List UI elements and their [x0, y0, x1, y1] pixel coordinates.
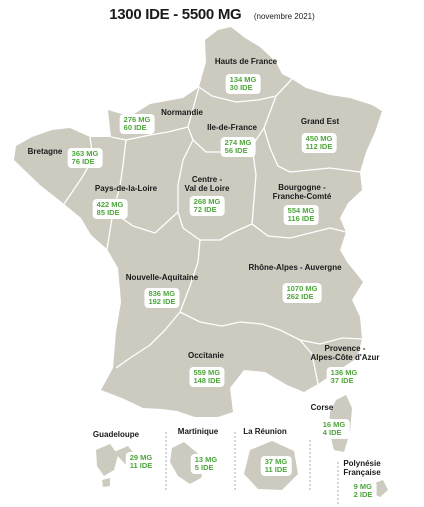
mg-count: 29 MG: [129, 453, 153, 462]
region-values-normandie: 276 MG 60 IDE: [119, 114, 155, 134]
mg-count: 450 MG: [305, 134, 333, 143]
mg-count: 13 MG: [194, 455, 218, 464]
mg-count: 1070 MG: [286, 284, 318, 293]
region-label-rhone-alpes-auvergne: Rhône-Alpes - Auvergne: [248, 263, 342, 272]
region-label-grand-est: Grand Est: [300, 117, 340, 126]
ide-count: 85 IDE: [96, 208, 120, 217]
region-values-polynesie-francaise: 9 MG 2 IDE: [349, 481, 377, 501]
region-values-martinique: 13 MG 5 IDE: [190, 454, 222, 474]
region-values-centre-val-de-loire: 268 MG 72 IDE: [189, 196, 225, 216]
region-borders: [63, 78, 363, 385]
region-label-normandie: Normandie: [161, 108, 203, 117]
region-label-pays-de-la-loire: Pays-de-la-Loire: [94, 184, 158, 193]
region-label-bretagne: Bretagne: [27, 147, 63, 156]
mg-count: 836 MG: [148, 289, 176, 298]
mg-count: 276 MG: [123, 115, 151, 124]
ide-count: 262 IDE: [286, 292, 314, 301]
region-values-provence-alpes-cote-d-azur: 136 MG 37 IDE: [326, 367, 362, 387]
region-label-hauts-de-france: Hauts de France: [214, 57, 278, 66]
mg-count: 134 MG: [229, 75, 257, 84]
region-values-pays-de-la-loire: 422 MG 85 IDE: [92, 199, 128, 219]
mg-count: 559 MG: [193, 368, 221, 377]
ide-count: 37 IDE: [330, 376, 354, 385]
ide-count: 192 IDE: [148, 297, 176, 306]
region-values-la-reunion: 37 MG 11 IDE: [260, 456, 292, 476]
region-values-hauts-de-france: 134 MG 30 IDE: [225, 74, 261, 94]
ide-count: 60 IDE: [123, 123, 147, 132]
region-values-bourgogne-franche-comte: 554 MG 116 IDE: [283, 205, 319, 225]
region-label-provence-alpes-cote-d-azur: Provence - Alpes-Côte d'Azur: [310, 344, 380, 362]
ide-count: 30 IDE: [229, 83, 253, 92]
mg-count: 37 MG: [264, 457, 288, 466]
region-values-corse: 16 MG 4 IDE: [318, 419, 350, 439]
ide-count: 11 IDE: [264, 465, 288, 474]
region-values-rhone-alpes-auvergne: 1070 MG 262 IDE: [282, 283, 322, 303]
ide-count: 4 IDE: [322, 428, 342, 437]
region-label-nouvelle-aquitaine: Nouvelle-Aquitaine: [125, 273, 199, 282]
mg-count: 9 MG: [353, 482, 372, 491]
region-values-occitanie: 559 MG 148 IDE: [189, 367, 225, 387]
region-values-ile-de-france: 274 MG 56 IDE: [220, 137, 256, 157]
region-label-bourgogne-franche-comte: Bourgogne - Franche-Comté: [272, 183, 332, 201]
mg-count: 363 MG: [71, 149, 99, 158]
title-main: 1300 IDE - 5500 MG: [109, 6, 242, 23]
region-label-guadeloupe: Guadeloupe: [92, 430, 140, 439]
region-label-la-reunion: La Réunion: [243, 427, 287, 436]
region-label-polynesie-francaise: Polynésie Française: [343, 459, 381, 477]
ide-count: 148 IDE: [193, 376, 221, 385]
mg-count: 554 MG: [287, 206, 315, 215]
region-values-grand-est: 450 MG 112 IDE: [301, 133, 337, 153]
ide-count: 116 IDE: [287, 214, 315, 223]
ide-count: 56 IDE: [224, 146, 248, 155]
mainland-france-shape: [14, 27, 382, 417]
ide-count: 72 IDE: [193, 205, 217, 214]
region-label-ile-de-france: Ile-de-France: [207, 123, 257, 132]
region-label-corse: Corse: [310, 403, 334, 412]
title-date: (novembre 2021): [253, 12, 315, 21]
mg-count: 268 MG: [193, 197, 221, 206]
mg-count: 136 MG: [330, 368, 358, 377]
ide-count: 112 IDE: [305, 142, 333, 151]
overseas-separators: [165, 432, 339, 505]
region-values-guadeloupe: 29 MG 11 IDE: [125, 452, 157, 472]
mg-count: 274 MG: [224, 138, 252, 147]
region-label-centre-val-de-loire: Centre - Val de Loire: [184, 175, 230, 193]
ide-count: 11 IDE: [129, 461, 153, 470]
ide-count: 5 IDE: [194, 463, 214, 472]
ide-count: 2 IDE: [353, 490, 373, 499]
page-title: 1300 IDE - 5500 MG (novembre 2021): [0, 6, 424, 24]
region-values-nouvelle-aquitaine: 836 MG 192 IDE: [144, 288, 180, 308]
region-label-martinique: Martinique: [177, 427, 219, 436]
ide-count: 76 IDE: [71, 157, 95, 166]
mg-count: 422 MG: [96, 200, 124, 209]
region-values-bretagne: 363 MG 76 IDE: [67, 148, 103, 168]
region-label-occitanie: Occitanie: [187, 351, 225, 360]
mg-count: 16 MG: [322, 420, 346, 429]
